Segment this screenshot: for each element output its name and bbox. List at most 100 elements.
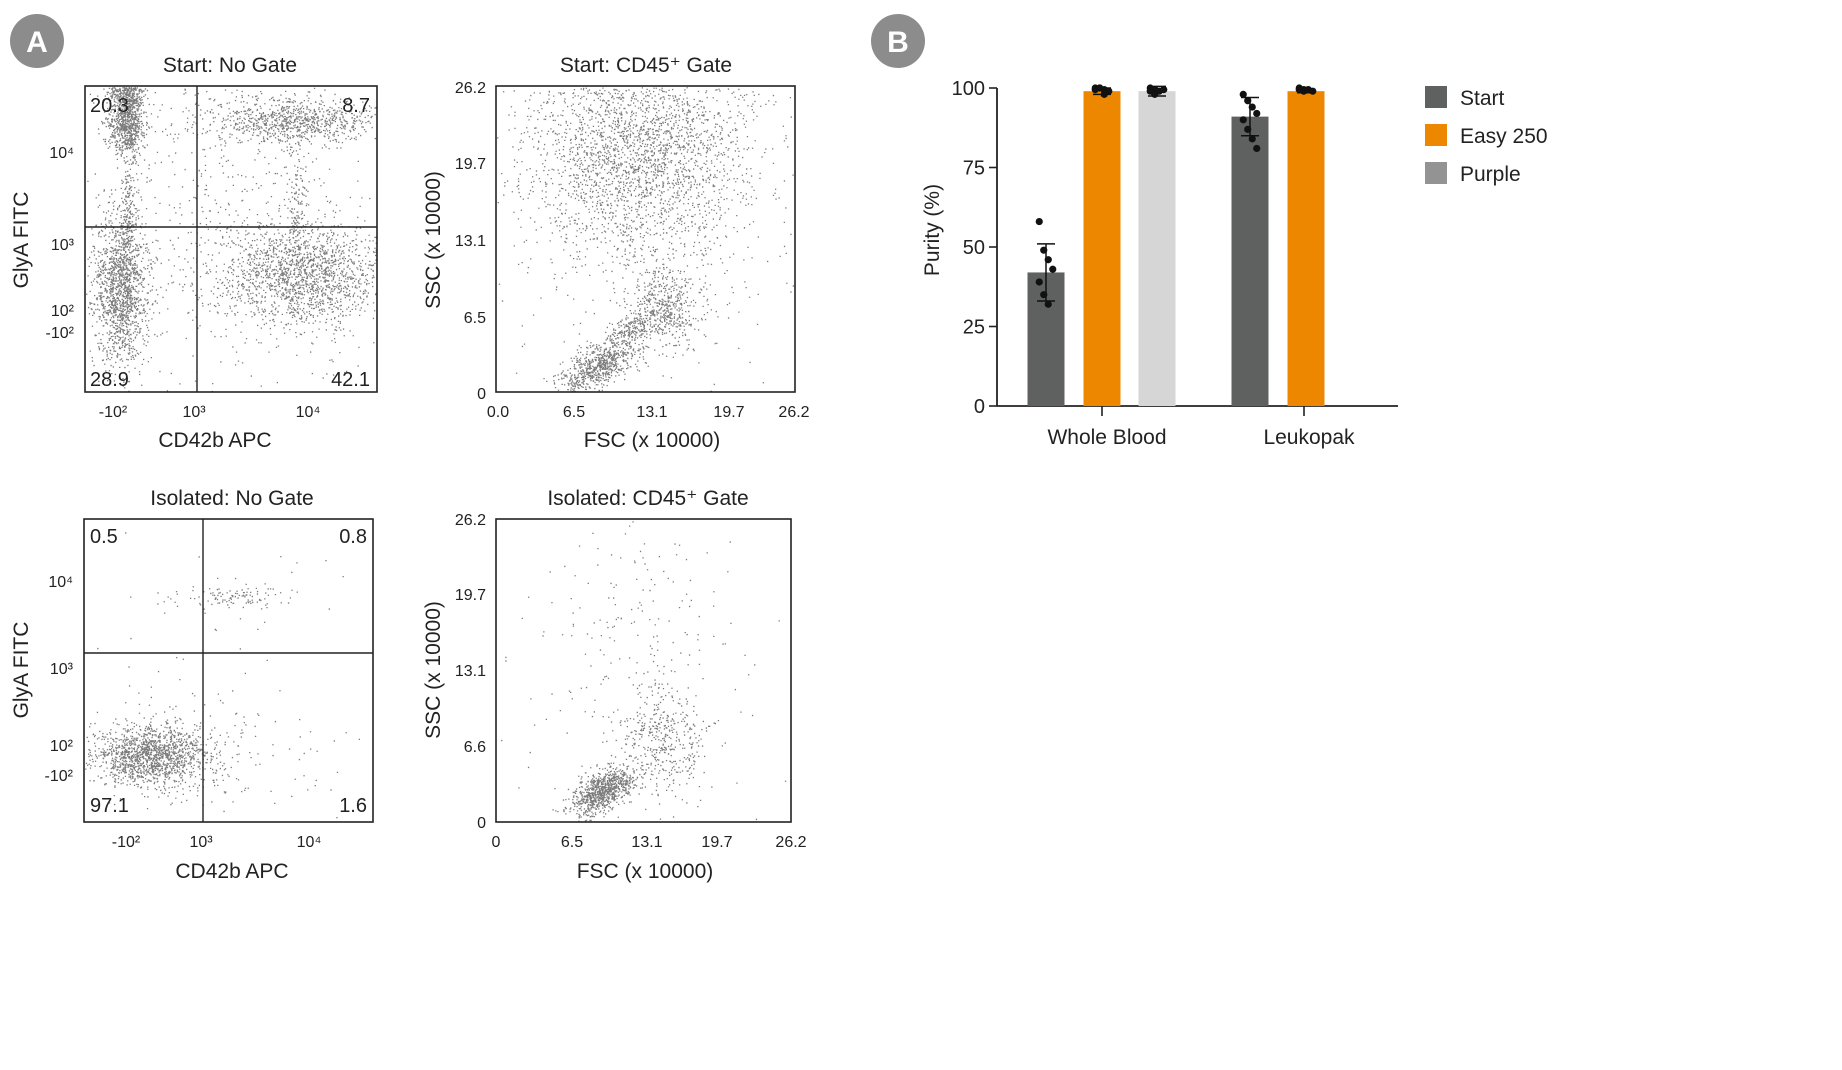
y-tick-label: 6.5 [464, 310, 486, 327]
quadrant-label-bottom-right: 1.6 [339, 795, 367, 817]
data-point [1244, 97, 1252, 105]
x-tick-label: 13.1 [631, 834, 662, 851]
legend-label: Easy 250 [1460, 125, 1548, 148]
plot-frame [495, 85, 796, 393]
plot-title: Isolated: CD45⁺ Gate [547, 487, 748, 510]
legend-swatch [1425, 124, 1447, 146]
data-point [1151, 90, 1159, 98]
x-tick-label: 26.2 [775, 834, 806, 851]
x-tick-label: 13.1 [636, 404, 667, 421]
x-tick-label: 19.7 [713, 404, 744, 421]
y-axis-label: GlyA FITC [10, 192, 33, 289]
x-tick-label: 10⁴ [296, 404, 321, 421]
y-tick-label: 10³ [51, 237, 75, 254]
bar-easy-250 [1287, 91, 1325, 407]
bar-purple [1138, 91, 1176, 407]
legend: Start Easy 250 Purple [1425, 86, 1548, 186]
y-tick-label: 10⁴ [48, 574, 73, 591]
dot-cloud [497, 87, 794, 393]
y-tick-label: 13.1 [455, 663, 486, 680]
data-point [1035, 278, 1043, 286]
quadrant-label-top-right: 0.8 [339, 526, 367, 548]
x-tick-label: -10² [99, 404, 128, 421]
panel-badge-a: A [10, 14, 64, 68]
x-tick-label: 10³ [189, 834, 213, 851]
x-tick-label: -10² [112, 834, 141, 851]
y-tick-label: -10² [45, 768, 74, 785]
data-point [1160, 85, 1168, 94]
plot-frame [495, 518, 792, 823]
x-tick-label: 6.5 [561, 834, 583, 851]
y-tick-label: 26.2 [455, 512, 486, 529]
panel-badge-b-circle [871, 14, 925, 68]
data-point [1244, 125, 1252, 133]
quadrant-label-top-left: 20.3 [90, 95, 129, 117]
quadrant-label-bottom-left: 97.1 [90, 795, 129, 817]
y-tick-label: -10² [46, 325, 75, 342]
data-point [1035, 217, 1043, 226]
y-tick-label: 19.7 [455, 156, 486, 173]
y-tick-label: 10² [50, 738, 74, 755]
data-point [1049, 265, 1057, 273]
data-point [1044, 256, 1052, 264]
y-axis-label: Purity (%) [921, 184, 944, 276]
quadrant-label-bottom-left: 28.9 [90, 369, 129, 391]
x-tick-label: Leukopak [1263, 426, 1355, 449]
bar-start [1231, 116, 1269, 407]
x-tick-label: 0.0 [487, 404, 509, 421]
y-tick-label: 50 [963, 237, 985, 259]
dot-cloud [85, 532, 360, 819]
y-tick-label: 10⁴ [49, 145, 74, 162]
y-tick-label: 13.1 [455, 233, 486, 250]
legend-label: Purple [1460, 163, 1521, 186]
y-tick-label: 0 [477, 386, 486, 403]
flow-plot-isolated-cd45-gate: Isolated: CD45⁺ Gate 0 6.6 13.1 19.7 26.… [422, 487, 807, 883]
data-point [1248, 103, 1256, 111]
legend-swatch [1425, 86, 1447, 108]
y-tick-label: 25 [963, 317, 985, 339]
bar-easy-250 [1083, 91, 1121, 407]
y-tick-label: 10² [51, 303, 75, 320]
y-axis-label: SSC (x 10000) [422, 171, 445, 309]
y-axis-label: SSC (x 10000) [422, 601, 445, 739]
y-tick-label: 26.2 [455, 80, 486, 97]
y-tick-label: 100 [952, 78, 985, 100]
x-tick-label: Whole Blood [1047, 426, 1166, 449]
data-point [1239, 116, 1247, 124]
panel-badge-b: B [871, 14, 925, 68]
y-tick-label: 75 [963, 158, 985, 180]
data-point [1253, 109, 1261, 118]
legend-swatch [1425, 162, 1447, 184]
flow-plot-start-cd45-gate: Start: CD45⁺ Gate 0 6.5 13.1 19.7 26.2 0… [422, 54, 810, 452]
x-tick-label: 10³ [182, 404, 206, 421]
data-point [1100, 90, 1108, 98]
data-point [1044, 300, 1052, 308]
data-point [1096, 84, 1104, 92]
y-tick-label: 0 [477, 815, 486, 832]
data-point [1300, 87, 1308, 95]
y-tick-label: 0 [974, 396, 985, 418]
flow-plot-isolated-no-gate: Isolated: No Gate 0.5 0.8 97.1 1.6 10⁴ 1… [10, 487, 374, 883]
legend-label: Start [1460, 87, 1505, 110]
plot-frame [83, 518, 374, 823]
x-axis-label: FSC (x 10000) [584, 429, 721, 452]
x-tick-label: 10⁴ [297, 834, 322, 851]
data-point [1253, 144, 1261, 153]
x-axis-label: CD42b APC [158, 429, 271, 452]
x-axis-label: CD42b APC [175, 860, 288, 883]
quadrant-label-bottom-right: 42.1 [331, 369, 370, 391]
quadrant-label-top-right: 8.7 [342, 95, 370, 117]
flow-plot-start-no-gate: Start: No Gate 20.3 8.7 28.9 42.1 10⁴ 10… [10, 54, 378, 452]
panel-letter-b: B [887, 26, 909, 59]
x-tick-label: 0 [492, 834, 501, 851]
panel-letter-a: A [26, 26, 48, 59]
x-tick-label: 19.7 [701, 834, 732, 851]
data-point [1239, 90, 1247, 98]
y-tick-label: 10³ [50, 661, 74, 678]
plot-title: Start: CD45⁺ Gate [560, 54, 732, 77]
x-tick-label: 26.2 [778, 404, 809, 421]
data-point [1309, 87, 1317, 95]
y-axis-label: GlyA FITC [10, 622, 33, 719]
y-tick-label: 19.7 [455, 587, 486, 604]
data-point [1040, 246, 1048, 254]
